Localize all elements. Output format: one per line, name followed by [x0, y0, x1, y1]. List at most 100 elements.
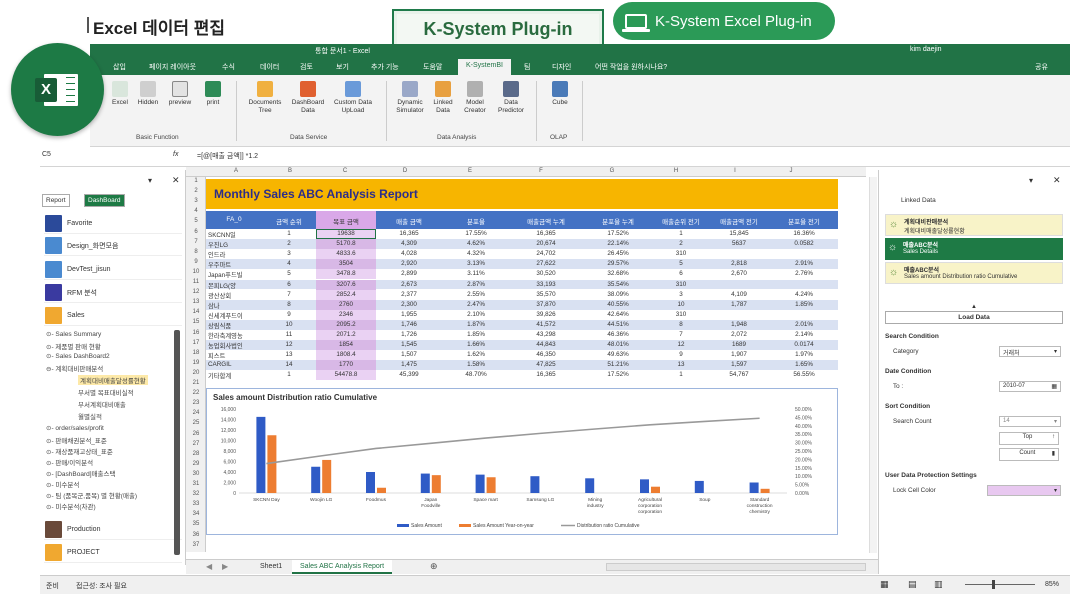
- table-cell[interactable]: 48.01%: [607, 341, 629, 349]
- page-break-icon[interactable]: ▥: [934, 579, 943, 589]
- table-cell[interactable]: 상림식품: [208, 322, 232, 330]
- row-header[interactable]: 11: [192, 279, 200, 285]
- table-cell[interactable]: 13: [677, 361, 685, 369]
- accessibility-status[interactable]: 접근성: 조사 필요: [76, 583, 127, 590]
- date-select[interactable]: 2010-07 ▦: [999, 381, 1061, 392]
- tree-item[interactable]: 월별실적: [78, 411, 102, 421]
- table-cell[interactable]: 1.66%: [467, 341, 485, 349]
- tree-item[interactable]: ⊙- Sales DashBoard2: [46, 353, 110, 360]
- table-cell[interactable]: 29.57%: [607, 260, 629, 268]
- tab-dashboard[interactable]: DashBoard: [84, 194, 125, 207]
- table-cell[interactable]: 농업회사법인: [208, 343, 243, 351]
- table-cell[interactable]: 1.85%: [795, 300, 813, 308]
- table-cell[interactable]: 4,309: [401, 240, 417, 248]
- table-cell[interactable]: 16,365: [399, 230, 419, 237]
- table-cell[interactable]: 10: [677, 300, 685, 308]
- tree-item[interactable]: ⊙- 판매/이익분석: [46, 460, 94, 467]
- column-header[interactable]: B: [287, 168, 292, 174]
- table-cell[interactable]: 2,670: [731, 270, 747, 278]
- table-cell[interactable]: 2: [679, 240, 683, 248]
- nav-design[interactable]: Design_화면모음: [44, 236, 182, 256]
- table-cell[interactable]: 10: [285, 320, 293, 328]
- column-header[interactable]: G: [609, 168, 615, 174]
- row-header[interactable]: 1: [194, 178, 198, 184]
- table-cell[interactable]: 2346: [338, 310, 353, 318]
- table-cell[interactable]: 5: [287, 270, 291, 278]
- table-cell[interactable]: 40.55%: [607, 300, 629, 308]
- table-cell[interactable]: 16.36%: [793, 230, 815, 237]
- table-cell[interactable]: 한라축계영농: [208, 333, 243, 340]
- table-cell[interactable]: 6: [287, 280, 291, 288]
- zoom-level[interactable]: 85%: [1045, 581, 1060, 588]
- fx-icon[interactable]: fx: [173, 151, 179, 158]
- table-cell[interactable]: 45,399: [399, 371, 419, 379]
- nav-production[interactable]: Production: [44, 520, 182, 540]
- table-cell[interactable]: 12: [285, 341, 293, 349]
- table-cell[interactable]: 1,955: [401, 310, 417, 318]
- table-cell[interactable]: 41,572: [536, 320, 556, 328]
- table-cell[interactable]: 49.63%: [607, 351, 629, 359]
- table-cell[interactable]: 54478.8: [334, 371, 358, 379]
- tab-view[interactable]: 보기: [336, 64, 349, 71]
- table-cell[interactable]: 1.62%: [467, 351, 485, 359]
- row-header[interactable]: 17: [192, 339, 200, 346]
- table-cell[interactable]: 1.65%: [795, 361, 813, 369]
- row-header[interactable]: 35: [192, 521, 200, 528]
- table-cell[interactable]: 3.11%: [467, 270, 485, 278]
- scrollbar[interactable]: [174, 330, 180, 555]
- row-header[interactable]: 3: [194, 198, 198, 205]
- row-header[interactable]: 19: [192, 359, 200, 366]
- tree-item[interactable]: ⊙- order/sales/profit: [46, 425, 104, 432]
- table-cell[interactable]: 37,870: [536, 300, 556, 308]
- column-header[interactable]: D: [402, 168, 408, 174]
- table-cell[interactable]: 310: [675, 280, 687, 288]
- table-cell[interactable]: 11: [285, 331, 293, 338]
- table-cell[interactable]: 2.91%: [795, 260, 813, 268]
- table-cell[interactable]: 1,545: [401, 341, 417, 349]
- table-cell[interactable]: 1: [287, 230, 291, 237]
- table-cell[interactable]: 16,365: [536, 230, 556, 237]
- zoom-thumb[interactable]: [992, 580, 995, 589]
- table-cell[interactable]: 3478.8: [336, 270, 356, 278]
- tab-addins[interactable]: 추가 기능: [371, 64, 399, 71]
- table-cell[interactable]: 우진LG: [208, 242, 228, 250]
- row-header[interactable]: 31: [192, 481, 200, 487]
- linked-item-distribution[interactable]: ☼ 매출ABC분석 Sales amount Distribution ratio…: [885, 262, 1063, 284]
- linked-data-button[interactable]: Linked Data: [428, 81, 458, 115]
- table-cell[interactable]: 38.09%: [607, 290, 629, 298]
- table-cell[interactable]: 32.68%: [607, 270, 629, 278]
- row-header[interactable]: 30: [192, 470, 200, 477]
- table-cell[interactable]: 17.55%: [465, 230, 487, 237]
- table-cell[interactable]: 1.97%: [795, 351, 813, 359]
- close-icon[interactable]: ✕: [1053, 175, 1061, 185]
- table-cell[interactable]: 4.24%: [795, 290, 813, 298]
- column-header[interactable]: J: [789, 168, 793, 174]
- model-creator-button[interactable]: Model Creator: [458, 81, 492, 115]
- table-cell[interactable]: 51.21%: [607, 361, 629, 369]
- table-cell[interactable]: 8: [679, 320, 683, 328]
- table-cell[interactable]: 2.01%: [795, 320, 813, 328]
- count-button[interactable]: Count ▮: [999, 448, 1059, 461]
- tab-design[interactable]: 디자인: [552, 64, 572, 71]
- table-cell[interactable]: 35.54%: [607, 280, 629, 288]
- row-header[interactable]: 26: [192, 430, 200, 437]
- normal-view-icon[interactable]: ▦: [880, 579, 889, 589]
- table-cell[interactable]: 4,109: [731, 290, 747, 298]
- row-header[interactable]: 14: [192, 309, 200, 316]
- sheet-tab-sheet1[interactable]: Sheet1: [260, 563, 283, 570]
- table-cell[interactable]: 1,948: [731, 320, 747, 328]
- table-cell[interactable]: 신세계푸드이: [208, 312, 243, 320]
- table-cell[interactable]: 54,767: [729, 371, 749, 379]
- dynamic-simulator-button[interactable]: Dynamic Simulator: [392, 81, 428, 115]
- table-cell[interactable]: 17.52%: [607, 371, 629, 379]
- row-header[interactable]: 20: [192, 369, 200, 376]
- linked-item-sales-details[interactable]: ☼ 매출ABC분석 Sales Details: [885, 238, 1063, 260]
- table-cell[interactable]: 2,072: [731, 331, 747, 338]
- table-cell[interactable]: 1,907: [731, 351, 747, 359]
- cube-button[interactable]: Cube: [546, 81, 574, 107]
- table-cell[interactable]: 광산상회: [208, 292, 232, 300]
- table-cell[interactable]: 9: [679, 351, 683, 359]
- table-cell[interactable]: 22.14%: [607, 240, 629, 248]
- tree-item[interactable]: ⊙- 미수분석: [46, 482, 80, 489]
- table-cell[interactable]: 5170.8: [336, 240, 356, 248]
